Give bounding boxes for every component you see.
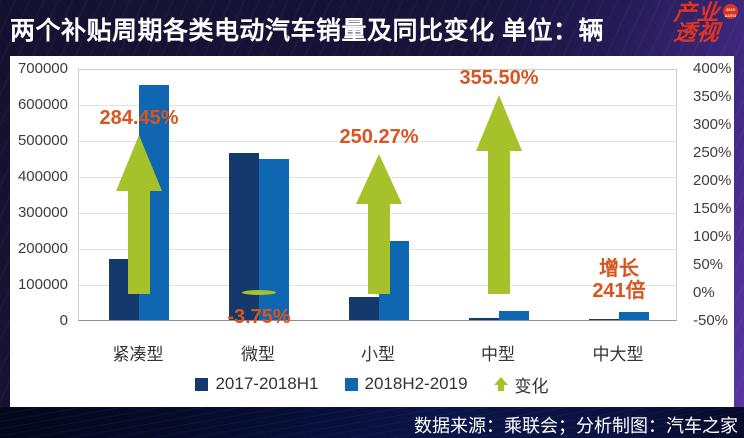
- footer-band: 数据来源：乘联会；分析制图：汽车之家: [0, 407, 744, 438]
- bar-2017-2018H1-中型: [469, 318, 499, 320]
- right-axis-tick: -50%: [693, 312, 729, 329]
- legend: 2017-2018H1 2018H2-2019 变化: [10, 372, 734, 396]
- left-axis-tick: 0: [59, 312, 68, 329]
- right-axis: 400% 350% 300% 250% 200% 150% 100% 50% 0% -50%: [693, 60, 739, 329]
- change-label-中大型: 增长 241倍: [592, 258, 646, 303]
- change-label-中型: 355.50%: [459, 66, 539, 89]
- legend-swatch-icon: [195, 377, 209, 391]
- change-arrow-紧凑型: [116, 134, 162, 294]
- source-note: 数据来源：乘联会；分析制图：汽车之家: [414, 416, 738, 436]
- logo-badge-auto: AUTO: [724, 12, 737, 18]
- right-axis-tick: 150%: [693, 200, 732, 217]
- bar-2018H2-2019-中大型: [619, 312, 649, 320]
- gridline: [79, 105, 676, 106]
- bar-2017-2018H1-中大型: [589, 319, 619, 320]
- right-axis-tick: 0%: [693, 284, 715, 301]
- left-axis-tick: 600000: [17, 96, 68, 113]
- chart-card: 700000 600000 500000 400000 300000 200000 1000…: [10, 56, 734, 407]
- logo-line2: 透视: [672, 20, 722, 46]
- left-axis: 700000 600000 500000 400000 300000 200000 1000…: [10, 60, 70, 329]
- left-axis-tick: 300000: [17, 204, 68, 221]
- change-label-紧凑型: 284.45%: [99, 106, 179, 129]
- left-axis-tick: 400000: [17, 168, 68, 185]
- header: 两个补贴周期各类电动汽车销量及同比变化 单位：辆 产业 透视 2019 AUTO: [0, 0, 744, 56]
- legend-item-变化: 变化: [493, 372, 549, 397]
- right-axis-tick: 250%: [693, 144, 732, 161]
- category-label-紧凑型: 紧凑型: [112, 345, 164, 364]
- category-label-小型: 小型: [361, 345, 395, 364]
- category-label-中型: 中型: [481, 345, 515, 364]
- plot-area: 284.45% -3.75% 250.27% 355.50% 增长 241倍: [78, 66, 677, 328]
- change-label-微型: -3.75%: [227, 306, 291, 328]
- change-arrow-中型: [476, 94, 522, 294]
- logo-badge-year: 2019: [726, 7, 735, 12]
- left-axis-tick: 700000: [17, 60, 68, 77]
- legend-label: 2017-2018H1: [215, 374, 319, 393]
- autohome-industry-logo: 产业 透视 2019 AUTO: [672, 0, 738, 53]
- right-axis-tick: 50%: [693, 256, 724, 273]
- left-axis-tick: 200000: [17, 240, 68, 257]
- category-axis: 紧凑型 微型 小型 中型 中大型: [78, 340, 678, 365]
- change-arrow-小型: [356, 153, 402, 294]
- right-axis-tick: 400%: [693, 60, 732, 77]
- right-axis-tick: 300%: [693, 116, 732, 133]
- right-axis-tick: 350%: [693, 88, 732, 105]
- right-axis-tick: 200%: [693, 172, 732, 189]
- left-axis-tick: 500000: [17, 132, 68, 149]
- legend-label: 变化: [514, 376, 549, 396]
- page-title: 两个补贴周期各类电动汽车销量及同比变化 单位：辆: [10, 17, 604, 45]
- legend-swatch-icon: [344, 377, 358, 391]
- bar-2017-2018H1-小型: [349, 297, 379, 320]
- legend-item-2017-2018H1: 2017-2018H1: [195, 374, 319, 394]
- category-label-中大型: 中大型: [592, 345, 644, 364]
- category-label-微型: 微型: [241, 345, 275, 364]
- right-axis-tick: 100%: [693, 228, 732, 245]
- legend-item-2018H2-2019: 2018H2-2019: [344, 374, 468, 394]
- change-label-小型: 250.27%: [339, 125, 419, 148]
- legend-up-arrow-icon: [493, 377, 508, 391]
- left-axis-tick: 100000: [17, 276, 68, 293]
- gridline: [79, 141, 676, 142]
- change-flat-微型: [242, 290, 276, 295]
- bar-2018H2-2019-中型: [499, 311, 529, 320]
- bar-2018H2-2019-微型: [259, 158, 289, 320]
- legend-label: 2018H2-2019: [364, 374, 468, 393]
- logo-year-badge: 2019 AUTO: [723, 4, 738, 19]
